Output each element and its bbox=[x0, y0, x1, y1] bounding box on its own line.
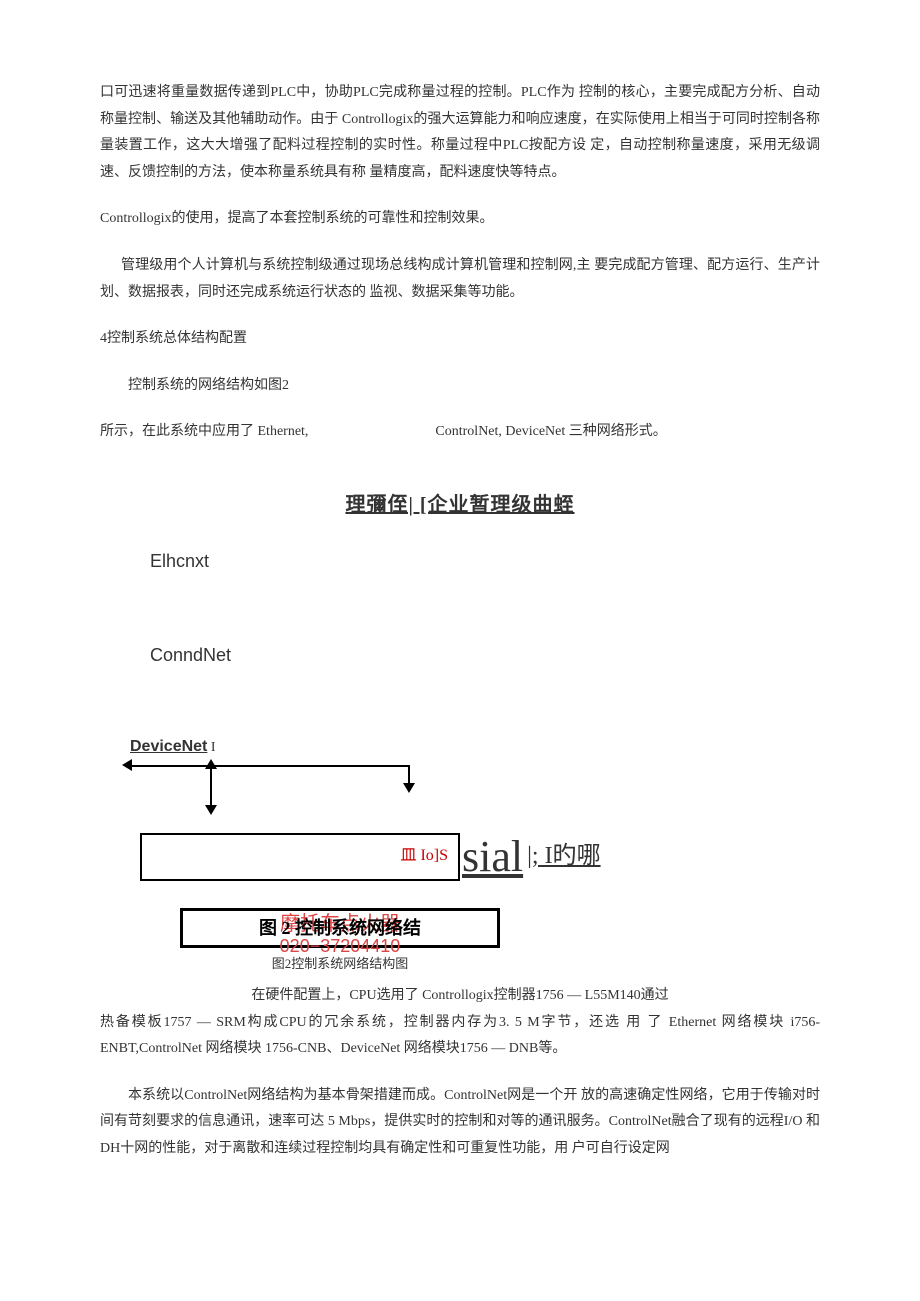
bottom-paragraph: 本系统以ControlNet网络结构为基本骨架措建而成。ControlNet网是… bbox=[100, 1083, 820, 1163]
ethernet-label: Elhcnxt bbox=[150, 544, 820, 578]
paragraph-6: 所示，在此系统中应用了 Ethernet, ControlNet, Device… bbox=[100, 419, 820, 446]
controlnet-label: ConndNet bbox=[150, 638, 820, 672]
box-inner-text: 皿 Io]S bbox=[400, 841, 448, 871]
arrow-updown-icon bbox=[210, 767, 212, 807]
devicenet-label: DeviceNet bbox=[130, 732, 207, 762]
diagram-box-row: 皿 Io]S sial |; I旳哪 bbox=[140, 815, 820, 899]
paragraph-5: 控制系统的网络结构如图2 bbox=[100, 373, 820, 400]
arrow-line bbox=[130, 765, 410, 785]
hardware-line-1: 在硬件配置上，CPU选用了 Controllogix控制器1756 — L55M… bbox=[100, 983, 820, 1010]
figure-label-box: 摩托车点火器 020−37204410 图 2 控制系统网络结 bbox=[180, 908, 500, 948]
arrow-down-icon bbox=[408, 765, 410, 785]
section-heading-4: 4控制系统总体结构配置 bbox=[100, 326, 820, 353]
trailing-text: |; I旳哪 bbox=[527, 834, 600, 880]
figure-label-text: 图 2 控制系统网络结 bbox=[259, 911, 421, 945]
diagram-box: 皿 Io]S bbox=[140, 833, 460, 881]
paragraph-1: 口可迅速将重量数据传递到PLC中，协助PLC完成称量过程的控制。PLC作为 控制… bbox=[100, 80, 820, 186]
p6-left: 所示，在此系统中应用了 Ethernet, bbox=[100, 419, 308, 446]
p6-right: ControlNet, DeviceNet 三种网络形式。 bbox=[435, 424, 666, 439]
sial-text: sial bbox=[462, 815, 523, 899]
devicenet-suffix: I bbox=[211, 740, 216, 755]
devicenet-section: DeviceNet I bbox=[130, 732, 820, 784]
paragraph-3: 管理级用个人计算机与系统控制级通过现场总线构成计算机管理和控制网,主 要完成配方… bbox=[100, 253, 820, 306]
paragraph-2: Controllogix的使用，提高了本套控制系统的可靠性和控制效果。 bbox=[100, 206, 820, 233]
hardware-line-2: 热备模板1757 — SRM构成CPU的冗余系统，控制器内存为3. 5 M字节，… bbox=[100, 1010, 820, 1063]
diagram-heading: 理彌侄| [企业暂理级曲蛭 bbox=[100, 486, 820, 524]
